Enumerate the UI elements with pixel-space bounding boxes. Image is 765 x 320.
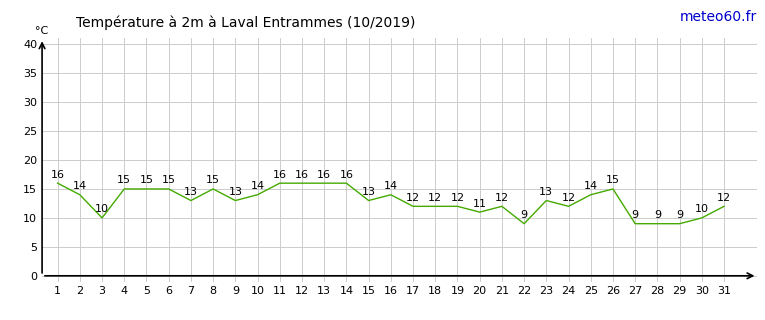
Text: 9: 9	[654, 210, 661, 220]
Text: 14: 14	[73, 181, 87, 191]
Text: 9: 9	[676, 210, 683, 220]
Text: 14: 14	[584, 181, 597, 191]
Text: °C: °C	[35, 26, 49, 36]
Text: 12: 12	[451, 193, 464, 203]
Text: 12: 12	[717, 193, 731, 203]
Text: Température à 2m à Laval Entrammes (10/2019): Température à 2m à Laval Entrammes (10/2…	[76, 16, 416, 30]
Text: 13: 13	[228, 187, 243, 197]
Text: 13: 13	[539, 187, 553, 197]
Text: 12: 12	[495, 193, 509, 203]
Text: 13: 13	[362, 187, 376, 197]
Text: 15: 15	[206, 175, 220, 186]
Text: 15: 15	[139, 175, 154, 186]
Text: 11: 11	[473, 199, 487, 209]
Text: 15: 15	[606, 175, 620, 186]
Text: 9: 9	[632, 210, 639, 220]
Text: 13: 13	[184, 187, 198, 197]
Text: 15: 15	[161, 175, 176, 186]
Text: 12: 12	[428, 193, 442, 203]
Text: 9: 9	[520, 210, 528, 220]
Text: meteo60.fr: meteo60.fr	[680, 10, 757, 24]
Text: 16: 16	[273, 170, 287, 180]
Text: 10: 10	[695, 204, 709, 214]
Text: 10: 10	[95, 204, 109, 214]
Text: 14: 14	[250, 181, 265, 191]
Text: 16: 16	[295, 170, 309, 180]
Text: 16: 16	[340, 170, 353, 180]
Text: 14: 14	[384, 181, 398, 191]
Text: 16: 16	[317, 170, 331, 180]
Text: 12: 12	[406, 193, 420, 203]
Text: 16: 16	[50, 170, 64, 180]
Text: 15: 15	[117, 175, 132, 186]
Text: 12: 12	[562, 193, 575, 203]
